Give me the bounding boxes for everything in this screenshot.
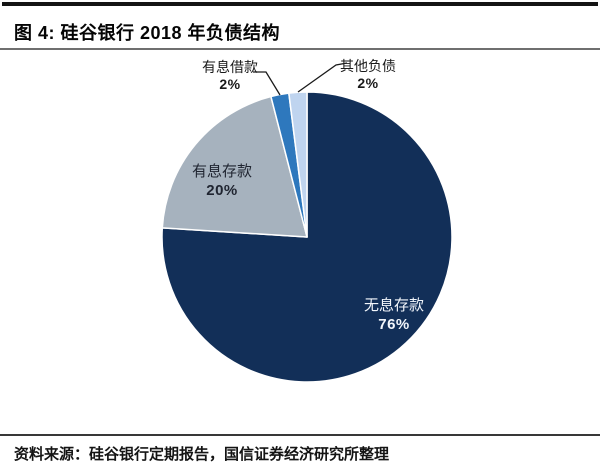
callout-label: 其他负债 xyxy=(340,58,396,74)
footer-divider xyxy=(0,434,600,436)
pie-slice-2 xyxy=(161,95,308,238)
figure-title: 图 4: 硅谷银行 2018 年负债结构 xyxy=(14,23,281,43)
slice-label-value: 76% xyxy=(378,316,410,333)
title-divider xyxy=(0,48,600,50)
leader-line-interest-bearing-borrowings xyxy=(253,71,281,96)
callout-other-liabilities: 其他负债 2% xyxy=(340,58,396,92)
slice-label-interest-bearing-deposits: 有息存款 20% xyxy=(192,162,252,200)
source-note: 资料来源：硅谷银行定期报告，国信证券经济研究所整理 xyxy=(14,446,390,463)
slice-label-value: 20% xyxy=(206,182,238,199)
callout-label: 有息借款 xyxy=(202,59,258,75)
callout-value: 2% xyxy=(357,75,379,91)
callout-value: 2% xyxy=(219,76,241,92)
slice-label-noninterest-deposits: 无息存款 76% xyxy=(364,296,424,334)
pie-slice-4 xyxy=(288,91,308,238)
callout-interest-bearing-borrowings: 有息借款 2% xyxy=(202,59,258,93)
slice-label-text: 有息存款 xyxy=(191,163,253,180)
top-rule xyxy=(2,2,598,6)
slice-label-text: 无息存款 xyxy=(363,297,425,314)
leader-line-other-liabilities xyxy=(297,62,348,93)
